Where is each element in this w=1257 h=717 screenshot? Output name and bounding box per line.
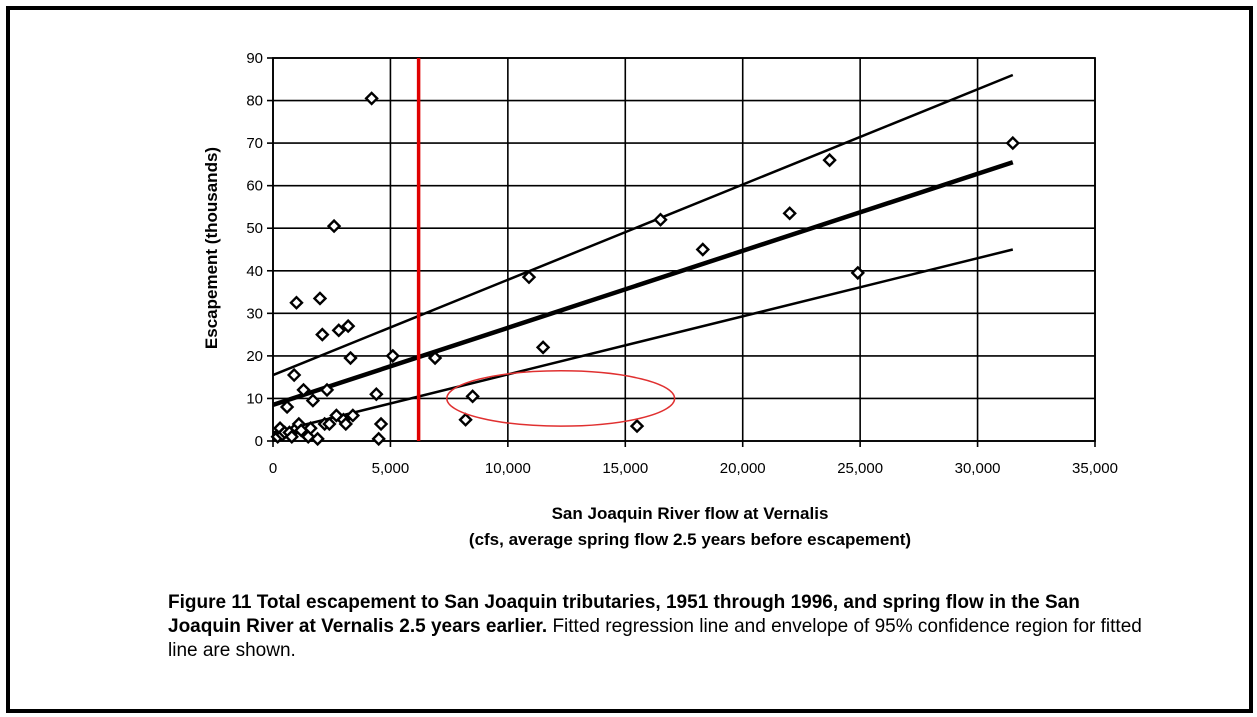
data-point: [284, 429, 299, 444]
figure-caption: Figure 11 Total escapement to San Joaqui…: [168, 591, 1148, 663]
data-point: [312, 291, 328, 306]
x-axis-subtitle: (cfs, average spring flow 2.5 years befo…: [469, 530, 911, 549]
data-point: [343, 350, 358, 366]
caption-bold: Figure 11 Total escapement to San Joaqui…: [168, 592, 1080, 637]
y-tick-label: 10: [246, 390, 263, 407]
data-point: [279, 399, 295, 415]
data-point: [364, 91, 379, 106]
x-tick-label: 25,000: [837, 460, 883, 477]
data-point: [322, 416, 337, 432]
data-point: [331, 323, 346, 338]
y-tick-label: 80: [246, 93, 263, 110]
data-point: [345, 408, 361, 423]
tick-labels: 0 10 20 30 40 50 60 70 80 90 0 5,000 10,000 15,000 20,…: [246, 50, 1118, 477]
data-point: [315, 327, 330, 342]
fit-lines: [272, 73, 1014, 434]
data-point: [822, 152, 837, 168]
x-tick-label: 10,000: [485, 460, 531, 477]
caption-text: Fitted regression line and envelope of 9…: [168, 616, 1142, 661]
data-point: [286, 367, 302, 383]
y-tick-label: 0: [255, 433, 263, 450]
grid: [267, 57, 1096, 447]
lower-confidence-line: [272, 248, 1014, 434]
y-tick-label: 50: [246, 220, 263, 237]
x-tick-label: 30,000: [955, 460, 1001, 477]
data-point: [427, 350, 443, 366]
data-point: [296, 382, 311, 398]
data-point: [1005, 135, 1020, 151]
data-point: [629, 418, 645, 434]
data-point: [326, 218, 342, 234]
y-tick-label: 40: [246, 263, 263, 280]
x-tick-label: 15,000: [602, 460, 648, 477]
upper-confidence-line: [272, 73, 1014, 377]
data-point: [305, 393, 321, 408]
data-point: [521, 269, 537, 285]
x-tick-label: 5,000: [372, 460, 410, 477]
data-point: [695, 242, 710, 257]
y-tick-label: 20: [246, 348, 263, 365]
x-axis-title: San Joaquin River flow at Vernalis: [552, 504, 829, 523]
data-point: [338, 416, 354, 432]
data-point: [319, 382, 335, 398]
data-point: [369, 386, 384, 402]
y-tick-label: 60: [246, 178, 263, 195]
data-point: [310, 431, 325, 447]
x-tick-label: 20,000: [720, 460, 766, 477]
y-tick-label: 70: [246, 135, 263, 152]
regression-line: [272, 160, 1014, 407]
data-point: [535, 340, 551, 355]
data-point: [458, 412, 473, 427]
data-point: [653, 212, 668, 227]
data-point: [465, 389, 480, 404]
plot-border: [272, 57, 1096, 442]
data-point: [385, 348, 400, 364]
y-tick-label: 90: [246, 50, 263, 67]
reference-markers: [416, 58, 676, 441]
data-point: [340, 318, 356, 334]
figure-frame: [6, 6, 1253, 713]
y-tick-label: 30: [246, 305, 263, 322]
highlight-ellipse: [446, 370, 676, 427]
data-points: [270, 91, 1020, 447]
data-point: [303, 421, 318, 436]
data-point: [371, 431, 386, 447]
data-point: [373, 416, 389, 432]
y-axis-title: Escapement (thousands): [202, 147, 221, 349]
data-point: [782, 206, 797, 221]
x-tick-label: 0: [269, 460, 277, 477]
x-tick-label: 35,000: [1072, 460, 1118, 477]
data-point: [289, 295, 304, 310]
data-point: [850, 265, 865, 281]
